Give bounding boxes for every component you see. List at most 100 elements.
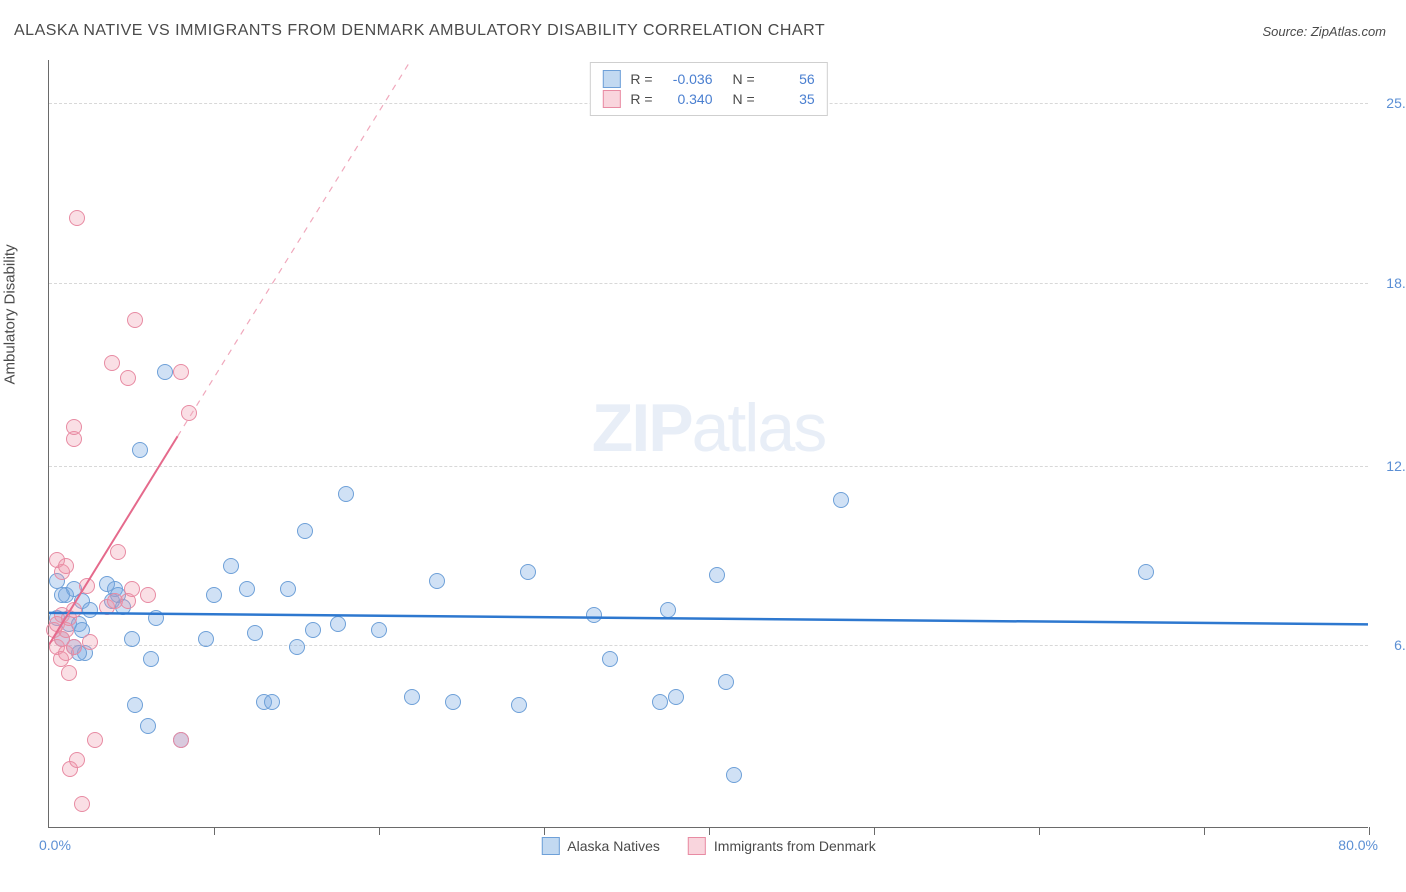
legend-swatch [688, 837, 706, 855]
data-point [289, 639, 305, 655]
r-label: R = [630, 91, 652, 107]
source-attribution: Source: ZipAtlas.com [1262, 24, 1386, 39]
data-point [305, 622, 321, 638]
chart-plot-area: ZIPatlas 6.3%12.5%18.8%25.0% R =-0.036N … [48, 60, 1368, 828]
data-point [833, 492, 849, 508]
correlation-legend: R = -0.036 N = 56 R = 0.340 N = 35 [589, 62, 827, 116]
data-point [223, 558, 239, 574]
data-point [66, 602, 82, 618]
data-point [198, 631, 214, 647]
data-point [82, 602, 98, 618]
data-point [120, 370, 136, 386]
gridline [49, 466, 1368, 467]
data-point [602, 651, 618, 667]
data-point [404, 689, 420, 705]
data-point [143, 651, 159, 667]
y-tick-label: 6.3% [1394, 637, 1406, 653]
data-point [104, 355, 120, 371]
data-point [61, 665, 77, 681]
data-point [124, 631, 140, 647]
data-point [110, 544, 126, 560]
r-value: 0.340 [663, 91, 713, 107]
x-tick [1204, 827, 1205, 835]
legend-swatch [602, 70, 620, 88]
r-label: R = [630, 71, 652, 87]
data-point [148, 610, 164, 626]
data-point [586, 607, 602, 623]
data-point [181, 405, 197, 421]
watermark: ZIPatlas [592, 389, 825, 467]
data-point [652, 694, 668, 710]
r-value: -0.036 [663, 71, 713, 87]
data-point [79, 578, 95, 594]
data-point [69, 752, 85, 768]
data-point [668, 689, 684, 705]
data-point [157, 364, 173, 380]
data-point [726, 767, 742, 783]
n-value: 35 [765, 91, 815, 107]
data-point [429, 573, 445, 589]
watermark-bold: ZIP [592, 390, 692, 466]
data-point [520, 564, 536, 580]
legend-item: Immigrants from Denmark [688, 837, 876, 855]
y-tick-label: 12.5% [1386, 458, 1406, 474]
y-tick-label: 25.0% [1386, 95, 1406, 111]
x-axis-min-label: 0.0% [39, 837, 71, 853]
legend-item: Alaska Natives [541, 837, 660, 855]
data-point [74, 796, 90, 812]
data-point [247, 625, 263, 641]
data-point [54, 587, 70, 603]
data-point [69, 210, 85, 226]
legend-swatch [602, 90, 620, 108]
x-tick [709, 827, 710, 835]
legend-row: R = -0.036 N = 56 [602, 70, 814, 88]
chart-title: ALASKA NATIVE VS IMMIGRANTS FROM DENMARK… [14, 22, 825, 40]
data-point [66, 419, 82, 435]
y-tick-label: 18.8% [1386, 275, 1406, 291]
data-point [338, 486, 354, 502]
x-axis-max-label: 80.0% [1338, 837, 1378, 853]
data-point [264, 694, 280, 710]
x-tick [214, 827, 215, 835]
data-point [87, 732, 103, 748]
watermark-light: atlas [692, 390, 826, 466]
data-point [511, 697, 527, 713]
data-point [140, 587, 156, 603]
data-point [239, 581, 255, 597]
data-point [718, 674, 734, 690]
data-point [124, 581, 140, 597]
data-point [709, 567, 725, 583]
n-label: N = [733, 91, 755, 107]
y-axis-label: Ambulatory Disability [2, 244, 19, 384]
x-tick [1039, 827, 1040, 835]
legend-row: R = 0.340 N = 35 [602, 90, 814, 108]
legend-label: Immigrants from Denmark [714, 838, 876, 854]
data-point [173, 364, 189, 380]
x-tick [874, 827, 875, 835]
data-point [371, 622, 387, 638]
x-tick [544, 827, 545, 835]
data-point [140, 718, 156, 734]
data-point [127, 697, 143, 713]
x-tick [379, 827, 380, 835]
data-point [82, 634, 98, 650]
gridline [49, 645, 1368, 646]
legend-swatch [541, 837, 559, 855]
trend-lines [49, 60, 1368, 827]
n-value: 56 [765, 71, 815, 87]
legend-label: Alaska Natives [567, 838, 660, 854]
data-point [297, 523, 313, 539]
data-point [58, 558, 74, 574]
gridline [49, 283, 1368, 284]
data-point [173, 732, 189, 748]
data-point [127, 312, 143, 328]
data-point [330, 616, 346, 632]
n-label: N = [733, 71, 755, 87]
data-point [1138, 564, 1154, 580]
series-legend: Alaska Natives Immigrants from Denmark [541, 837, 875, 855]
data-point [660, 602, 676, 618]
data-point [206, 587, 222, 603]
data-point [66, 639, 82, 655]
data-point [280, 581, 296, 597]
data-point [132, 442, 148, 458]
